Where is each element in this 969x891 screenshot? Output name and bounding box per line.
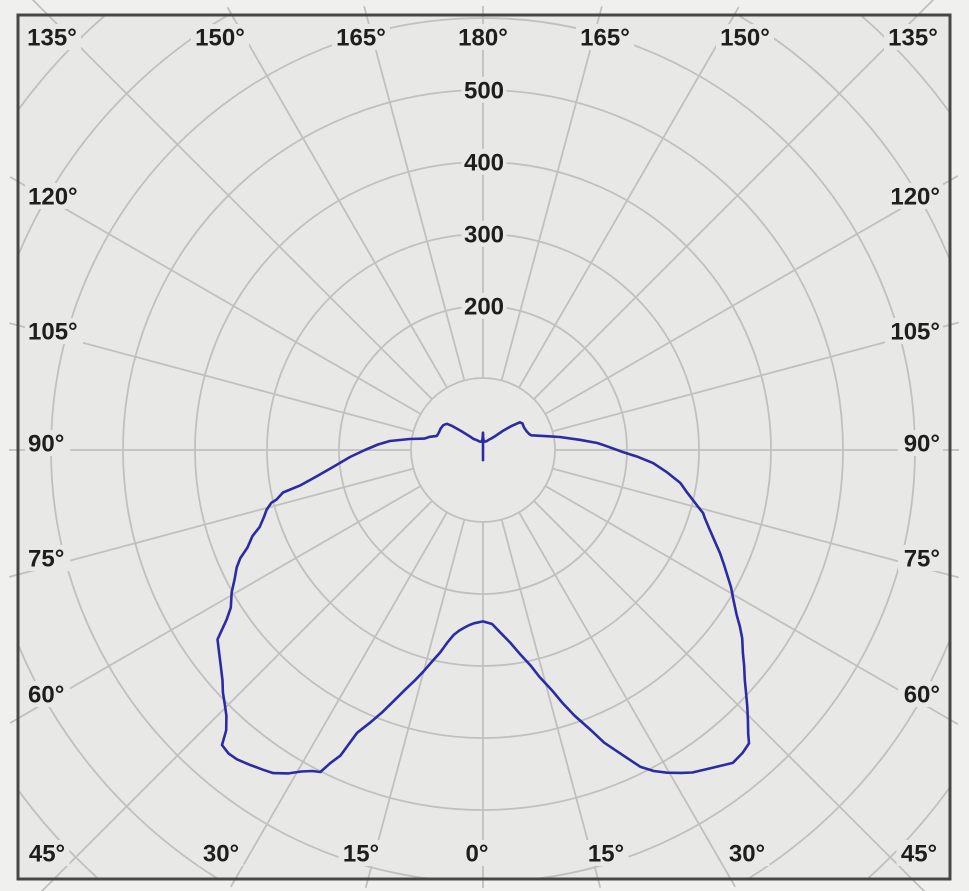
grid-spoke-345deg bbox=[367, 519, 466, 879]
angle-label-right: 60° bbox=[904, 682, 940, 709]
grid-spoke-285deg bbox=[18, 467, 414, 576]
angle-label-bottom: 45° bbox=[901, 841, 937, 868]
intensity-curve bbox=[216, 421, 751, 775]
angle-label-bottom: 30° bbox=[729, 841, 765, 868]
angle-label-bottom: 15° bbox=[343, 841, 379, 868]
angle-label-left: 105° bbox=[28, 319, 78, 346]
label-backing bbox=[896, 840, 942, 866]
label-backing bbox=[454, 24, 512, 50]
radial-tick-label: 300 bbox=[464, 222, 504, 249]
grid-spoke-outer-tick bbox=[31, 0, 49, 16]
angle-label-bottom: 15° bbox=[588, 841, 624, 868]
angle-label-right: 90° bbox=[904, 431, 940, 458]
label-backing bbox=[24, 840, 70, 866]
grid-spoke-75deg bbox=[552, 467, 950, 577]
radial-tick-label: 400 bbox=[464, 150, 504, 177]
grid-spoke-15deg bbox=[500, 519, 599, 879]
label-backing bbox=[583, 840, 629, 866]
label-backing bbox=[898, 430, 943, 456]
label-backing bbox=[338, 840, 384, 866]
grid-spoke-outer-tick bbox=[40, 878, 55, 891]
grid-spoke-outer-tick bbox=[917, 0, 935, 16]
angle-label-left: 120° bbox=[28, 184, 78, 211]
angle-label-bottom: 30° bbox=[203, 841, 239, 868]
label-backing bbox=[461, 221, 507, 247]
label-backing bbox=[25, 681, 70, 707]
grid-spoke-30deg bbox=[518, 511, 732, 879]
angle-label-top: 135° bbox=[888, 25, 938, 52]
label-backing bbox=[198, 840, 244, 866]
angle-label-bottom: 0° bbox=[466, 841, 489, 868]
label-backing bbox=[25, 318, 83, 344]
grid-spoke-240deg bbox=[18, 180, 422, 415]
label-backing bbox=[461, 840, 493, 866]
label-backing bbox=[25, 430, 70, 456]
grid-spoke-105deg bbox=[552, 323, 950, 433]
label-backing bbox=[724, 840, 770, 866]
angle-label-left: 75° bbox=[28, 546, 64, 573]
label-backing bbox=[461, 149, 507, 175]
grid-spoke-210deg bbox=[231, 15, 448, 389]
angle-label-top: 180° bbox=[458, 25, 508, 52]
grid-spoke-315deg bbox=[53, 500, 433, 879]
label-backing bbox=[898, 545, 943, 571]
grid-spoke-45deg bbox=[533, 500, 913, 879]
angle-label-top: 165° bbox=[580, 25, 630, 52]
label-backing bbox=[576, 24, 634, 50]
grid-spoke-150deg bbox=[518, 15, 735, 389]
grid-spoke-165deg bbox=[500, 15, 601, 381]
label-backing bbox=[716, 24, 774, 50]
grid-spoke-195deg bbox=[365, 15, 466, 381]
label-layer: 135° 150° 165° 180° 165° 150° 135° 120° 105° 90° 7… bbox=[23, 24, 943, 868]
grid-spoke-120deg bbox=[544, 179, 950, 415]
plot-frame-border bbox=[16, 13, 952, 881]
angle-label-top: 150° bbox=[195, 25, 245, 52]
angle-label-top: 135° bbox=[27, 25, 77, 52]
grid-spoke-225deg bbox=[47, 15, 433, 400]
radial-tick-label: 500 bbox=[464, 78, 504, 105]
angle-label-top: 165° bbox=[336, 25, 386, 52]
grid-spoke-300deg bbox=[18, 485, 422, 720]
label-backing bbox=[885, 183, 943, 209]
angle-label-right: 105° bbox=[890, 319, 940, 346]
angle-label-right: 75° bbox=[904, 546, 940, 573]
grid-spoke-330deg bbox=[234, 511, 448, 879]
label-backing bbox=[898, 681, 943, 707]
grid-spoke-255deg bbox=[18, 324, 414, 433]
angle-label-right: 120° bbox=[890, 184, 940, 211]
angle-label-left: 90° bbox=[28, 431, 64, 458]
label-backing bbox=[461, 293, 507, 319]
angle-label-left: 60° bbox=[28, 682, 64, 709]
label-backing bbox=[332, 24, 390, 50]
label-backing bbox=[23, 24, 81, 50]
label-backing bbox=[191, 24, 249, 50]
label-backing bbox=[884, 24, 942, 50]
grid-spoke-outer-tick bbox=[911, 878, 926, 891]
grid-spoke-60deg bbox=[544, 485, 950, 721]
label-backing bbox=[25, 183, 83, 209]
label-backing bbox=[25, 545, 70, 571]
angle-label-top: 150° bbox=[720, 25, 770, 52]
grid-spoke-135deg bbox=[533, 15, 919, 400]
angle-label-bottom: 45° bbox=[29, 841, 65, 868]
label-backing bbox=[461, 77, 507, 103]
radial-tick-label: 200 bbox=[464, 294, 504, 321]
label-backing bbox=[885, 318, 943, 344]
